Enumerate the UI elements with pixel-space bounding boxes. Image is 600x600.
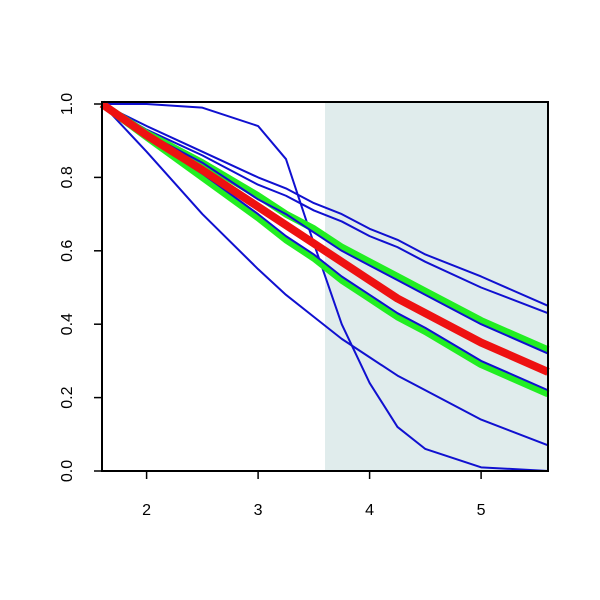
y-tick-label: 0.2: [59, 386, 76, 408]
y-tick-label: 1.0: [59, 93, 76, 115]
line: [101, 103, 549, 355]
y-tick-label: 0.6: [59, 240, 76, 262]
line: [99, 100, 550, 376]
plot-frame: [101, 101, 549, 472]
x-tick-label: 3: [254, 502, 263, 519]
x-tick-label: 2: [142, 502, 151, 519]
y-tick-label: 0.4: [59, 313, 76, 335]
line: [101, 103, 549, 447]
line: [101, 103, 549, 307]
line: [101, 103, 549, 315]
y-tick-label: 0.0: [59, 460, 76, 482]
x-tick-label: 4: [365, 502, 374, 519]
y-tick-label: 0.8: [59, 166, 76, 188]
shaded-region: [325, 102, 548, 471]
line: [99, 101, 550, 398]
line: [102, 103, 549, 472]
x-tick-label: 5: [477, 502, 486, 519]
